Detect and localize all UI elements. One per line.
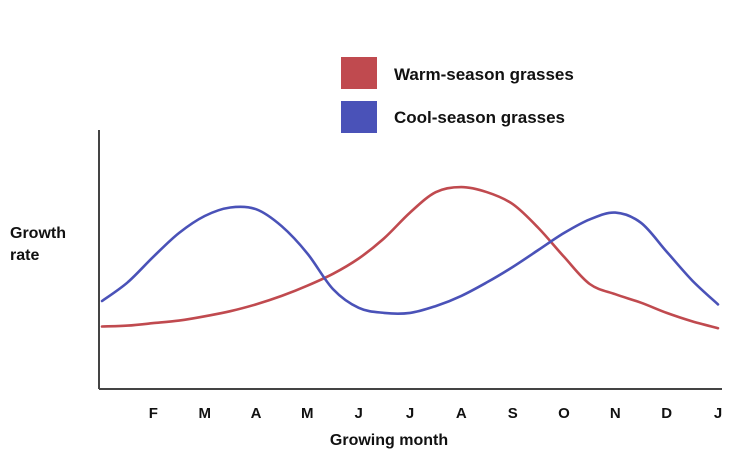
y-axis-title-line-2: rate [10,247,39,264]
legend: Warm-season grasses Cool-season grasses [341,57,574,133]
legend-label-warm-season: Warm-season grasses [394,65,574,84]
x-tick-label: A [456,405,467,422]
x-tick-label: J [714,405,722,422]
x-tick-label: S [508,405,518,422]
series-line-warm-season [100,185,720,330]
x-tick-label: M [198,405,211,422]
legend-swatch-warm-season [341,57,377,89]
x-tick-label: O [558,405,570,422]
x-tick-label: J [406,405,414,422]
series-line-cool-season [100,205,720,315]
x-tick-label: J [355,405,363,422]
x-tick-label: F [149,405,158,422]
y-axis-title-line-1: Growth [10,225,66,242]
x-tick-label: A [251,405,262,422]
x-axis-title: Growing month [330,432,448,449]
x-tick-label: D [661,405,672,422]
x-tick-label: M [301,405,314,422]
series-layer [100,185,720,330]
legend-label-cool-season: Cool-season grasses [394,108,565,127]
x-tick-label: N [610,405,621,422]
legend-swatch-cool-season [341,101,377,133]
